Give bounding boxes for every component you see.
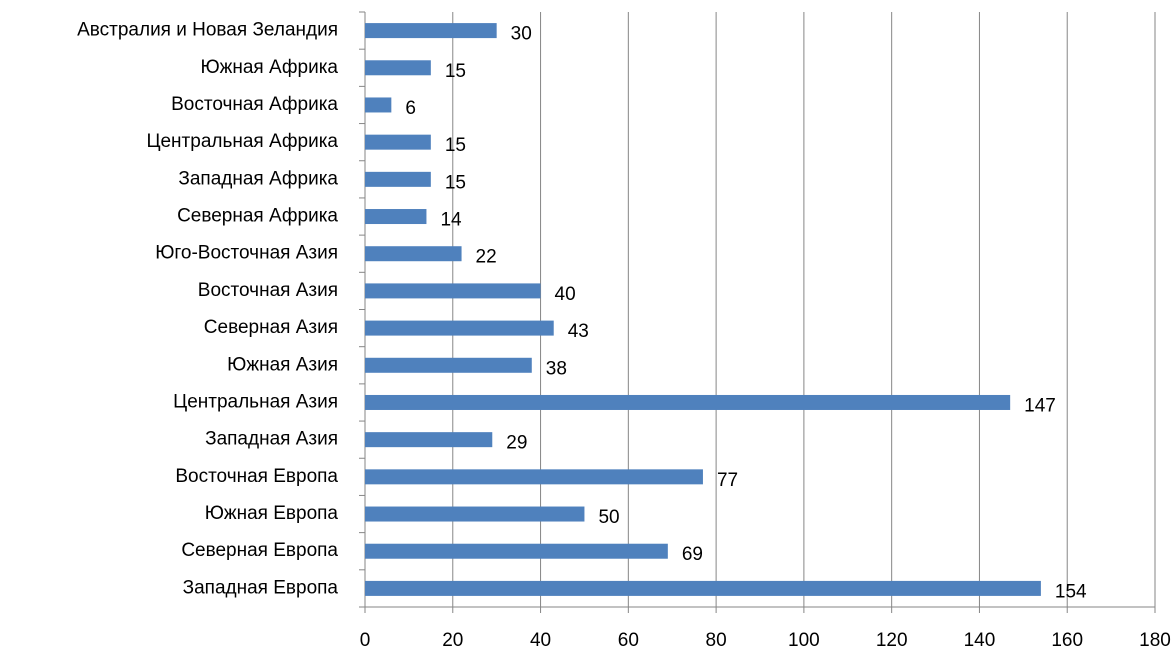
bar bbox=[365, 580, 1041, 596]
y-tick-label: Восточная Африка bbox=[171, 94, 338, 115]
bar bbox=[365, 23, 497, 39]
y-tick-label: Западная Азия bbox=[205, 429, 338, 450]
value-label: 77 bbox=[717, 470, 738, 491]
x-tick-label: 120 bbox=[876, 630, 908, 651]
x-tick-label: 160 bbox=[1051, 630, 1083, 651]
x-tick-label: 20 bbox=[442, 630, 463, 651]
y-tick-label: Центральная Африка bbox=[146, 131, 338, 152]
value-label: 15 bbox=[445, 172, 466, 193]
x-tick-label: 40 bbox=[530, 630, 551, 651]
y-tick-label: Южная Азия bbox=[227, 354, 338, 375]
y-tick-label: Юго-Восточная Азия bbox=[155, 243, 338, 264]
value-label: 6 bbox=[405, 98, 416, 119]
bar bbox=[365, 394, 1011, 410]
bar bbox=[365, 171, 431, 187]
value-label: 69 bbox=[682, 544, 703, 565]
y-tick-label: Западная Европа bbox=[183, 577, 339, 598]
y-tick-label: Северная Азия bbox=[204, 317, 338, 338]
bar bbox=[365, 432, 493, 448]
value-label: 29 bbox=[506, 433, 527, 454]
value-label: 15 bbox=[445, 61, 466, 82]
bar bbox=[365, 469, 703, 485]
value-label: 38 bbox=[546, 358, 567, 379]
x-tick-label: 80 bbox=[706, 630, 727, 651]
bar bbox=[365, 320, 554, 336]
x-tick-label: 0 bbox=[360, 630, 371, 651]
bar bbox=[365, 246, 462, 262]
bar bbox=[365, 209, 427, 225]
y-tick-label: Южная Африка bbox=[200, 57, 338, 78]
y-tick-label: Западная Африка bbox=[178, 168, 338, 189]
value-label: 40 bbox=[555, 284, 576, 305]
value-label: 43 bbox=[568, 321, 589, 342]
bar bbox=[365, 357, 532, 373]
bar bbox=[365, 97, 392, 113]
y-tick-label: Восточная Европа bbox=[175, 466, 338, 487]
bar bbox=[365, 506, 585, 522]
bar bbox=[365, 283, 541, 299]
bar bbox=[365, 134, 431, 150]
value-label: 14 bbox=[440, 210, 462, 231]
value-label: 147 bbox=[1024, 395, 1056, 416]
y-tick-label: Центральная Азия bbox=[173, 391, 338, 412]
value-label: 154 bbox=[1055, 581, 1087, 602]
y-tick-label: Северная Европа bbox=[181, 540, 338, 561]
x-tick-label: 140 bbox=[964, 630, 996, 651]
x-tick-label: 100 bbox=[788, 630, 820, 651]
x-tick-label: 60 bbox=[618, 630, 639, 651]
x-tick-label: 180 bbox=[1139, 630, 1171, 651]
value-label: 22 bbox=[476, 247, 497, 268]
bar bbox=[365, 60, 431, 76]
value-label: 30 bbox=[511, 24, 532, 45]
y-tick-label: Восточная Азия bbox=[198, 280, 338, 301]
y-tick-label: Северная Африка bbox=[177, 206, 338, 227]
value-label: 50 bbox=[598, 507, 619, 528]
y-tick-label: Южная Европа bbox=[205, 503, 339, 524]
bar bbox=[365, 543, 668, 559]
y-tick-label: Австралия и Новая Зеландия bbox=[77, 20, 338, 41]
value-label: 15 bbox=[445, 135, 466, 156]
